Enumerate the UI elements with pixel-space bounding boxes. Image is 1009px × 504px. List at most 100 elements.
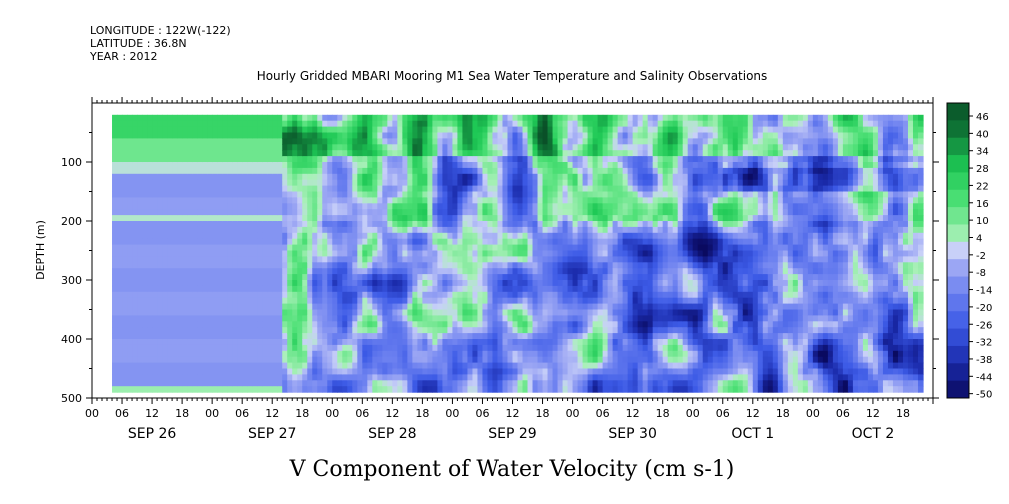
heatmap-cell: [592, 356, 599, 364]
heatmap-cell: [427, 303, 434, 311]
heatmap-cell: [502, 297, 509, 305]
heatmap-cell: [197, 280, 203, 287]
heatmap-cell: [177, 232, 183, 240]
heatmap-cell: [172, 309, 178, 316]
heatmap-cell: [142, 321, 148, 328]
heatmap-cell: [562, 144, 569, 151]
heatmap-cell: [607, 197, 614, 204]
heatmap-cell: [582, 256, 589, 263]
heatmap-cell: [232, 114, 238, 122]
heatmap-cell: [492, 138, 499, 145]
heatmap-cell: [237, 274, 243, 281]
heatmap-cell: [597, 179, 604, 187]
heatmap-cell: [277, 368, 283, 375]
heatmap-cell: [617, 339, 624, 346]
heatmap-cell: [287, 209, 293, 216]
heatmap-cell: [207, 191, 213, 198]
heatmap-cell: [627, 368, 634, 375]
heatmap-cell: [307, 120, 313, 128]
heatmap-cell: [467, 344, 474, 352]
heatmap-cell: [517, 244, 524, 252]
heatmap-cell: [282, 138, 288, 145]
heatmap-cell: [302, 185, 308, 193]
heatmap-cell: [542, 244, 549, 252]
heatmap-cell: [337, 120, 343, 128]
heatmap-cell: [397, 362, 403, 370]
heatmap-cell: [357, 114, 363, 122]
heatmap-cell: [362, 209, 368, 216]
heatmap-cell: [367, 350, 373, 358]
heatmap-cell: [122, 250, 128, 257]
heatmap-cell: [287, 356, 293, 364]
heatmap-cell: [592, 327, 599, 334]
heatmap-cell: [247, 244, 253, 252]
heatmap-cell: [412, 191, 418, 198]
heatmap-cell: [277, 144, 283, 151]
heatmap-cell: [357, 244, 363, 252]
heatmap-cell: [422, 167, 428, 175]
heatmap-cell: [577, 162, 584, 169]
heatmap-cell: [477, 238, 484, 246]
heatmap-cell: [512, 327, 519, 334]
heatmap-cell: [522, 327, 529, 334]
heatmap-cell: [437, 203, 444, 210]
heatmap-cell: [287, 380, 293, 387]
heatmap-cell: [432, 238, 439, 246]
heatmap-cell: [172, 144, 178, 151]
heatmap-cell: [482, 203, 489, 210]
heatmap-cell: [572, 309, 579, 316]
heatmap-cell: [162, 250, 168, 257]
heatmap-cell: [557, 144, 564, 151]
heatmap-cell: [362, 144, 368, 151]
heatmap-cell: [142, 150, 148, 157]
heatmap-cell: [332, 226, 338, 234]
heatmap-cell: [582, 386, 589, 393]
heatmap-cell: [197, 274, 203, 281]
heatmap-cell: [372, 256, 378, 263]
heatmap-cell: [327, 356, 333, 364]
heatmap-cell: [142, 250, 148, 257]
heatmap-cell: [602, 380, 609, 387]
heatmap-cell: [252, 179, 258, 187]
heatmap-cell: [557, 327, 564, 334]
heatmap-cell: [167, 297, 173, 305]
heatmap-cell: [627, 380, 634, 387]
heatmap-cell: [197, 262, 203, 269]
heatmap-cell: [287, 126, 293, 134]
heatmap-cell: [287, 386, 293, 393]
heatmap-cell: [532, 362, 539, 370]
heatmap-cell: [257, 256, 263, 263]
heatmap-cell: [497, 386, 504, 393]
heatmap-cell: [257, 215, 263, 222]
heatmap-cell: [232, 303, 238, 311]
heatmap-cell: [597, 209, 604, 216]
heatmap-cell: [227, 226, 233, 234]
heatmap-cell: [362, 215, 368, 222]
heatmap-cell: [592, 386, 599, 393]
heatmap-cell: [552, 114, 559, 122]
heatmap-cell: [347, 114, 353, 122]
heatmap-cell: [637, 203, 644, 210]
heatmap-cell: [342, 356, 348, 364]
heatmap-cell: [537, 179, 544, 187]
heatmap-cell: [337, 262, 343, 269]
heatmap-cell: [542, 368, 549, 375]
heatmap-cell: [482, 256, 489, 263]
heatmap-cell: [162, 256, 168, 263]
heatmap-cell: [632, 244, 639, 252]
heatmap-cell: [607, 315, 614, 322]
heatmap-cell: [242, 179, 248, 187]
heatmap-cell: [337, 344, 343, 352]
heatmap-cell: [222, 138, 228, 145]
heatmap-cell: [307, 380, 313, 387]
heatmap-cell: [332, 327, 338, 334]
heatmap-cell: [127, 250, 133, 257]
heatmap-cell: [142, 179, 148, 187]
heatmap-cell: [197, 232, 203, 240]
heatmap-cell: [477, 262, 484, 269]
heatmap-cell: [632, 344, 639, 352]
heatmap-cell: [502, 309, 509, 316]
heatmap-cell: [517, 380, 524, 387]
heatmap-cell: [192, 339, 198, 346]
heatmap-cell: [282, 297, 288, 305]
